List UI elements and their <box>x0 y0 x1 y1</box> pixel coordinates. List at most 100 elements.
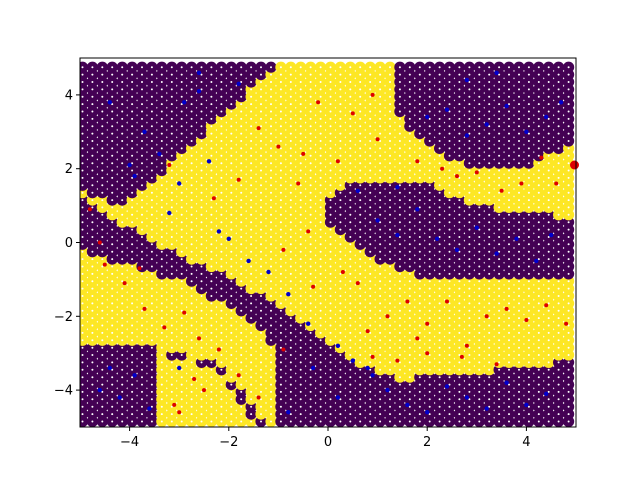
grid-center-dot <box>270 199 272 202</box>
grid-center-dot <box>527 309 530 312</box>
grid-center-dot <box>289 272 292 275</box>
grid-center-dot <box>567 368 570 371</box>
grid-center-dot <box>359 317 362 320</box>
grid-center-dot <box>488 302 491 305</box>
grid-center-dot <box>537 413 540 416</box>
grid-center-dot <box>91 147 94 150</box>
grid-center-dot <box>448 117 451 120</box>
grid-center-dot <box>131 295 134 297</box>
grid-center-dot <box>488 199 491 202</box>
grid-center-dot <box>408 88 411 91</box>
grid-center-dot <box>81 339 84 342</box>
grid-center-dot <box>210 66 213 69</box>
grid-center-dot <box>389 162 391 165</box>
grid-center-dot <box>478 317 481 320</box>
grid-center-dot <box>349 331 352 334</box>
sample-point-class-0 <box>177 365 182 371</box>
grid-center-dot <box>210 184 213 187</box>
grid-center-dot <box>270 398 272 401</box>
grid-center-dot <box>200 398 203 401</box>
grid-center-dot <box>319 213 322 216</box>
grid-center-dot <box>488 191 491 194</box>
grid-center-dot <box>547 368 550 371</box>
grid-center-dot <box>319 117 322 120</box>
grid-center-dot <box>478 81 481 83</box>
grid-center-dot <box>518 331 520 334</box>
grid-center-dot <box>349 413 352 416</box>
grid-center-dot <box>527 221 530 224</box>
grid-center-dot <box>488 125 491 128</box>
grid-center-dot <box>398 73 401 76</box>
grid-center-dot <box>518 191 520 194</box>
grid-center-dot <box>488 324 491 327</box>
grid-center-dot <box>141 140 143 142</box>
grid-center-dot <box>418 103 421 106</box>
grid-center-dot <box>121 184 124 187</box>
grid-center-dot <box>547 309 550 312</box>
grid-center-dot <box>537 199 540 202</box>
grid-center-dot <box>150 66 153 69</box>
grid-center-dot <box>339 132 342 135</box>
grid-center-dot <box>379 376 382 379</box>
grid-center-dot <box>101 191 104 194</box>
grid-center-dot <box>547 272 550 275</box>
grid-center-dot <box>270 73 272 76</box>
grid-center-dot <box>508 295 510 297</box>
grid-center-dot <box>349 361 352 364</box>
grid-center-dot <box>150 354 153 356</box>
grid-center-dot <box>468 339 471 342</box>
grid-center-dot <box>349 154 352 157</box>
grid-center-dot <box>309 295 312 297</box>
grid-center-dot <box>131 413 134 416</box>
grid-center-dot <box>339 383 342 386</box>
grid-center-dot <box>121 162 124 165</box>
grid-center-dot <box>270 184 272 187</box>
grid-center-dot <box>418 420 421 423</box>
grid-center-dot <box>289 250 292 253</box>
grid-center-dot <box>547 258 550 261</box>
grid-center-dot <box>438 221 441 224</box>
grid-center-dot <box>220 221 223 224</box>
grid-center-dot <box>488 110 491 113</box>
grid-center-dot <box>398 132 401 135</box>
grid-center-dot <box>180 140 183 142</box>
grid-center-dot <box>339 361 342 364</box>
sample-point-class-1 <box>296 181 301 186</box>
grid-center-dot <box>408 302 411 305</box>
grid-center-dot <box>220 354 223 356</box>
grid-center-dot <box>398 154 401 157</box>
grid-center-dot <box>478 420 481 423</box>
grid-center-dot <box>270 228 272 231</box>
grid-center-dot <box>81 221 84 224</box>
grid-center-dot <box>428 302 431 305</box>
grid-center-dot <box>279 81 282 83</box>
sample-point-class-1 <box>316 100 321 105</box>
grid-center-dot <box>180 176 183 179</box>
grid-center-dot <box>111 376 114 379</box>
grid-center-dot <box>518 184 520 187</box>
grid-center-dot <box>91 272 94 275</box>
grid-center-dot <box>210 272 213 275</box>
grid-center-dot <box>299 346 302 349</box>
grid-center-dot <box>190 383 193 386</box>
grid-center-dot <box>508 265 510 268</box>
grid-center-dot <box>270 117 272 120</box>
grid-center-dot <box>289 236 292 238</box>
grid-center-dot <box>101 199 104 202</box>
grid-center-dot <box>389 88 391 91</box>
grid-center-dot <box>190 420 193 423</box>
grid-center-dot <box>527 125 530 128</box>
grid-center-dot <box>220 295 223 297</box>
grid-center-dot <box>468 125 471 128</box>
grid-center-dot <box>319 331 322 334</box>
grid-center-dot <box>210 258 213 261</box>
grid-center-dot <box>498 339 501 342</box>
grid-center-dot <box>220 420 223 423</box>
grid-center-dot <box>547 383 550 386</box>
grid-center-dot <box>567 413 570 416</box>
grid-center-dot <box>101 383 104 386</box>
grid-center-dot <box>91 117 94 120</box>
grid-center-dot <box>508 132 510 135</box>
grid-center-dot <box>91 258 94 261</box>
grid-center-dot <box>508 339 510 342</box>
